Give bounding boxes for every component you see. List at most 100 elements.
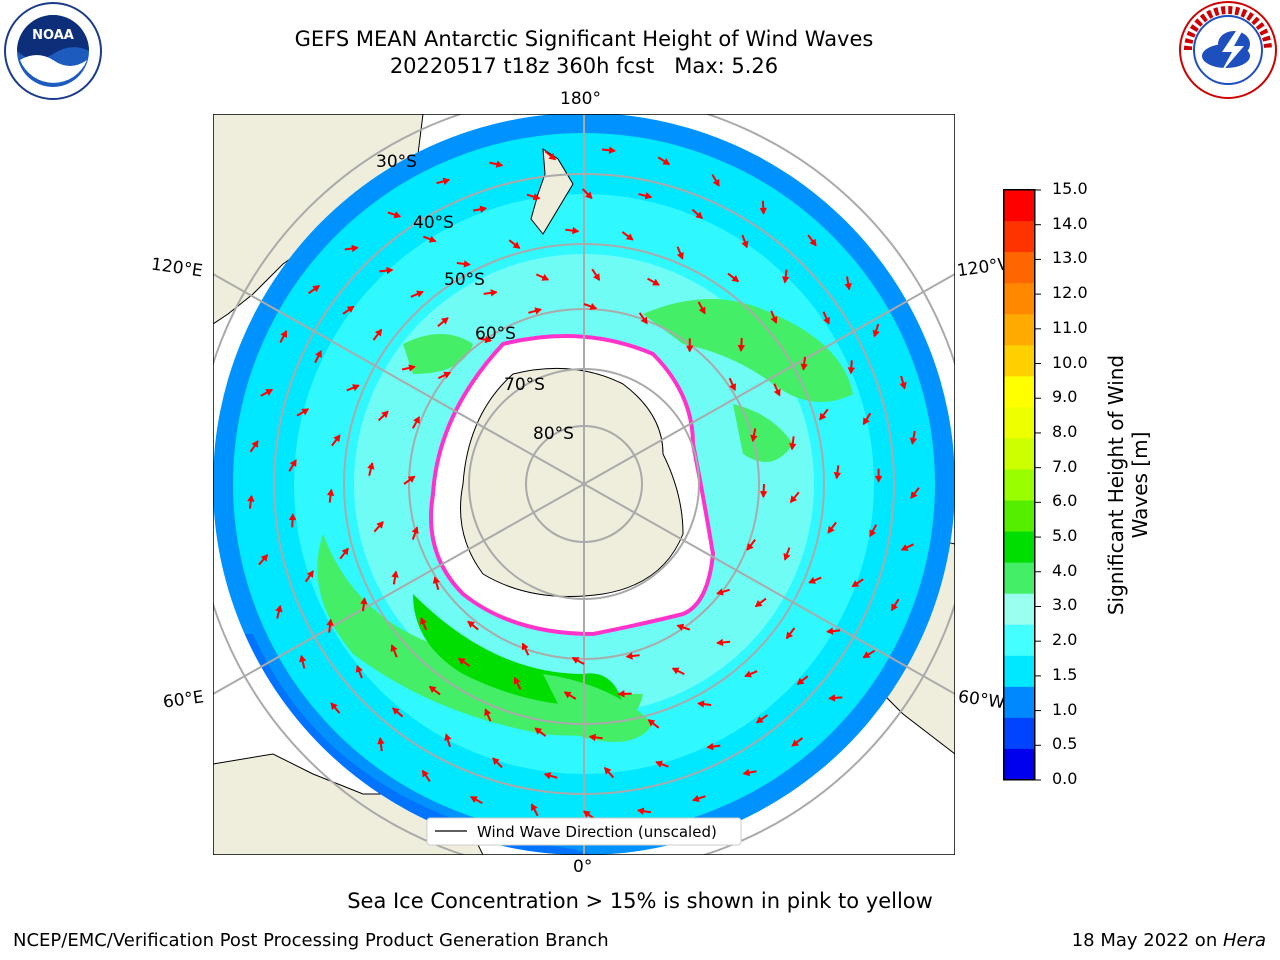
wind-wave-arrowhead <box>789 495 798 504</box>
wind-wave-arrowhead <box>381 410 389 419</box>
wind-wave-arrowhead <box>819 412 827 421</box>
wind-wave-arrowhead <box>676 252 684 260</box>
colorbar-segment <box>1004 221 1034 253</box>
wind-wave-arrowhead <box>376 521 384 529</box>
wind-wave-arrowhead <box>534 727 543 735</box>
wind-wave-arrowhead <box>367 462 375 470</box>
colorbar-tick-label: 8.0 <box>1052 421 1078 441</box>
wind-wave-arrowhead <box>265 389 274 396</box>
wind-wave-arrows <box>247 146 920 820</box>
colorbar-tick-label: 13.0 <box>1052 248 1088 268</box>
colorbar-segment <box>1004 469 1034 502</box>
wind-wave-arrowhead <box>260 554 268 562</box>
wind-wave-arrowhead <box>791 739 800 747</box>
colorbar-tick-label: 11.0 <box>1052 317 1088 337</box>
wind-wave-arrowhead <box>823 316 830 325</box>
wind-wave-arrowhead <box>521 642 529 651</box>
lat-label-30s: 30°S <box>376 152 417 172</box>
graticule <box>213 114 955 855</box>
wind-wave-arrowhead <box>625 233 634 241</box>
nws-logo-icon <box>1179 1 1277 99</box>
wind-wave-arrowhead <box>809 238 817 247</box>
wind-wave-arrowhead <box>671 667 680 675</box>
colorbar-tick-label: 0.0 <box>1052 769 1078 788</box>
wind-wave-arrowhead <box>315 350 322 358</box>
wind-wave-arrowhead <box>773 388 781 397</box>
wind-wave-arrowhead <box>407 475 416 483</box>
legend-text: Wind Wave Direction (unscaled) <box>477 823 717 841</box>
wind-wave-arrowhead <box>608 146 616 154</box>
wind-wave-arrowhead <box>428 685 437 694</box>
colorbar <box>1003 189 1041 781</box>
colorbar-segment <box>1004 376 1034 408</box>
wind-wave-arrowhead <box>312 285 321 293</box>
wind-wave-arrowhead <box>844 283 852 291</box>
wind-wave-arrowhead <box>441 317 449 325</box>
lon-label-60w: 60°W <box>956 686 1006 714</box>
wind-wave-arrowhead <box>484 708 492 716</box>
wind-wave-arrowhead <box>750 434 758 443</box>
colorbar-segment <box>1004 345 1034 377</box>
wind-wave-arrowhead <box>593 273 600 281</box>
wind-wave-arrowhead <box>355 665 363 673</box>
wind-wave-arrowhead <box>288 513 297 521</box>
wind-wave-arrowhead <box>532 193 541 201</box>
wind-wave-arrowhead <box>247 494 255 502</box>
wind-wave-arrowhead <box>862 417 870 426</box>
footer-credit: NCEP/EMC/Verification Post Processing Pr… <box>13 930 609 951</box>
wind-wave-arrowhead <box>443 371 452 379</box>
colorbar-tick-label: 1.5 <box>1052 664 1078 684</box>
colorbar-segment <box>1004 748 1034 781</box>
footer-date: 18 May 2022 on Hera <box>1071 930 1266 951</box>
wind-wave-arrowhead <box>695 211 703 219</box>
noaa-logo-icon: NOAA <box>4 2 102 100</box>
wind-wave-arrowhead <box>299 654 307 663</box>
wind-wave-arrowhead <box>301 408 310 416</box>
wind-wave-arrowhead <box>729 383 737 391</box>
wind-wave-arrowhead <box>585 191 593 200</box>
lon-label-120e: 120°E <box>149 254 204 282</box>
wind-wave-arrowhead <box>647 719 656 727</box>
wind-wave-arrowhead <box>513 676 521 685</box>
wind-wave-arrowhead <box>686 345 694 353</box>
map-legend <box>426 817 742 846</box>
wind-wave-arrowhead <box>910 491 918 499</box>
wind-wave-arrowhead <box>808 576 816 584</box>
footer-host: Hera <box>1222 930 1266 951</box>
wind-wave-arrowhead <box>421 769 429 778</box>
wind-wave-arrowhead <box>869 529 877 538</box>
wind-wave-arrowhead <box>492 757 500 765</box>
lat-label-50s: 50°S <box>444 270 485 290</box>
colorbar-segment <box>1004 190 1034 222</box>
wind-wave-arrowhead <box>828 694 836 702</box>
wind-wave-arrowhead <box>759 207 767 215</box>
wind-wave-arrowhead <box>534 307 542 315</box>
wind-wave-arrowhead <box>872 329 880 338</box>
wind-wave-arrowhead <box>484 335 493 344</box>
wind-wave-arrowhead <box>742 768 751 777</box>
wind-wave-arrowhead <box>862 651 871 659</box>
wind-wave-arrowhead <box>548 152 557 161</box>
wind-wave-arrowhead <box>428 235 437 243</box>
wind-wave-arrowhead <box>571 657 580 664</box>
colorbar-segment <box>1004 686 1034 719</box>
wind-wave-arrowhead <box>582 810 591 818</box>
lon-label-120w: 120°W <box>955 254 1007 282</box>
lat-label-80s: 80°S <box>533 424 574 444</box>
colorbar-segment <box>1004 407 1034 439</box>
wind-wave-arrowhead <box>393 211 402 219</box>
wind-wave-arrowhead <box>783 553 791 561</box>
wind-wave-arrowhead <box>495 160 504 168</box>
colorbar-segment <box>1004 283 1034 315</box>
wind-wave-arrowhead <box>770 316 778 324</box>
title-line-2: 20220517 t18z 360h fcst Max: 5.26 <box>389 54 779 78</box>
wind-wave-arrowhead <box>617 690 625 698</box>
wind-wave-arrowhead <box>796 677 805 685</box>
colorbar-tick-label: 14.0 <box>1052 213 1088 233</box>
wind-wave-arrowhead <box>275 604 283 613</box>
wind-wave-arrowhead <box>479 205 487 213</box>
map-panel: Wind Wave Direction (unscaled) <box>213 114 955 855</box>
wind-wave-arrowhead <box>833 472 842 480</box>
colorbar-tick-label: 10.0 <box>1052 352 1088 372</box>
wind-wave-arrowhead <box>563 691 572 699</box>
